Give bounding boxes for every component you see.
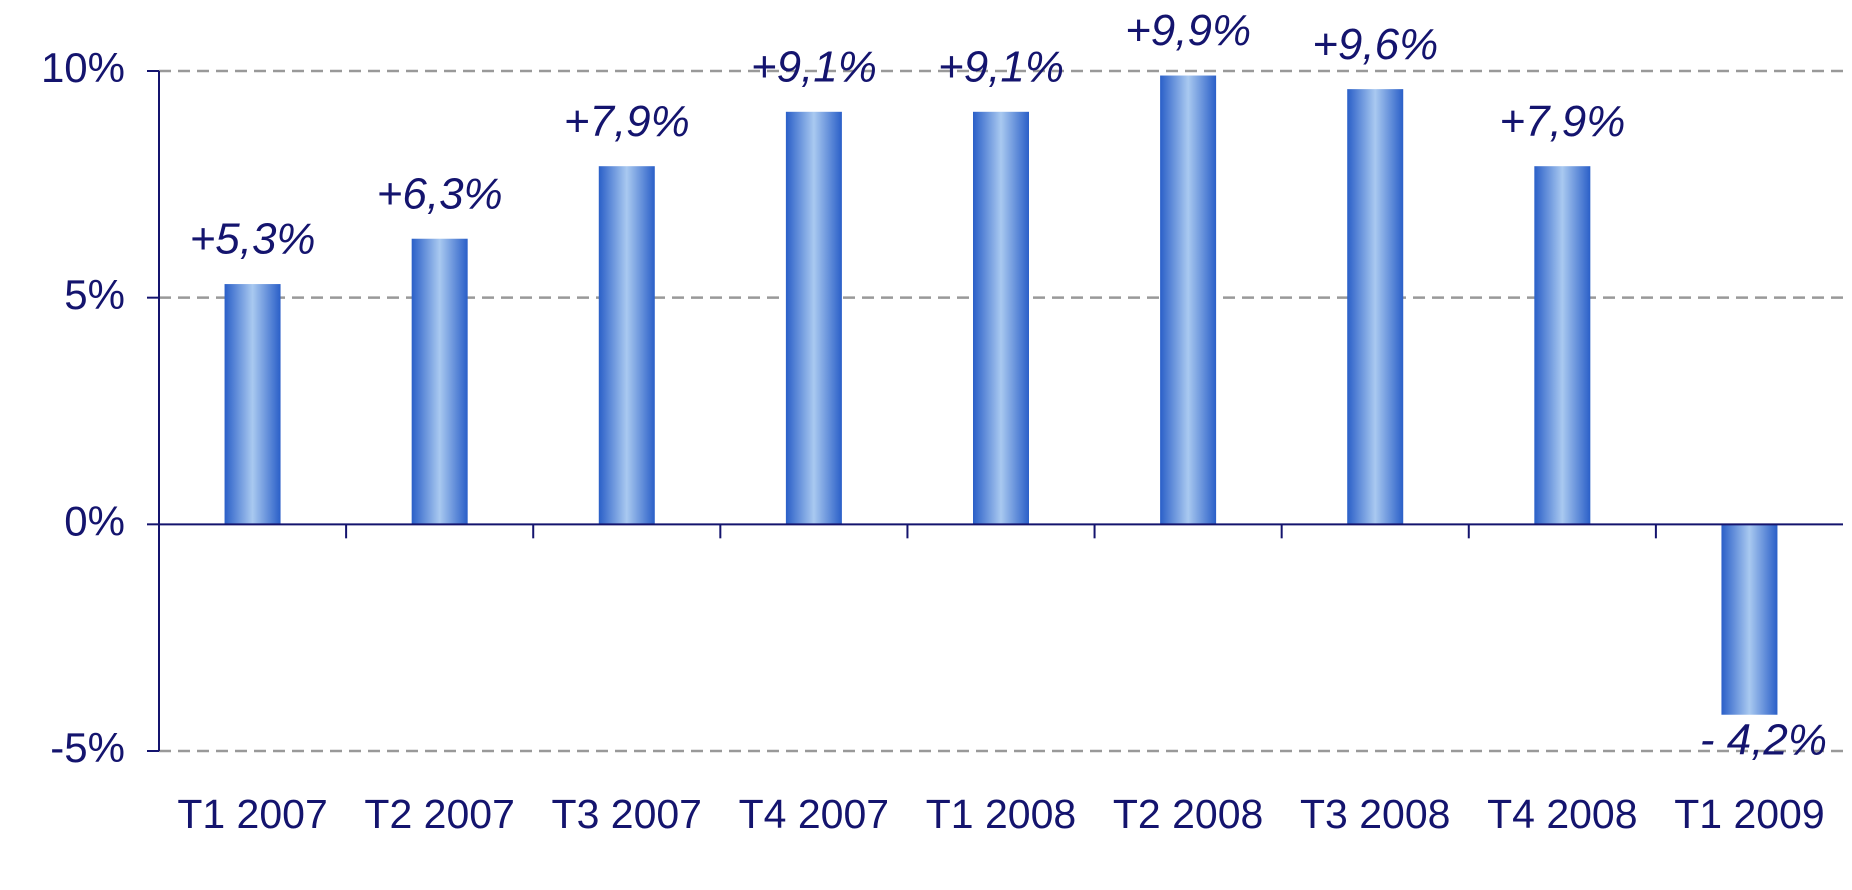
value-label: +9,1% (938, 42, 1064, 91)
bar (598, 166, 655, 525)
value-label: +7,9% (1499, 97, 1625, 146)
x-tick-label: T4 2007 (738, 791, 890, 837)
value-label: +9,1% (751, 42, 877, 91)
value-label: +9,6% (1312, 20, 1438, 69)
value-label: +7,9% (564, 97, 690, 146)
bar (1160, 75, 1217, 525)
x-tick-label: T1 2008 (925, 791, 1077, 837)
x-tick-label: T3 2007 (551, 791, 702, 837)
value-label: - 4,2% (1700, 715, 1827, 764)
value-label: +5,3% (190, 215, 316, 264)
bar (1347, 89, 1404, 525)
bar (1721, 524, 1778, 715)
x-tick-label: T2 2007 (364, 791, 515, 837)
value-label: +9,9% (1125, 6, 1251, 55)
x-tick-label: T1 2009 (1674, 791, 1825, 837)
value-label: +6,3% (377, 169, 503, 218)
y-tick-label: 0% (64, 497, 125, 544)
x-tick-label: T4 2008 (1487, 791, 1638, 837)
bar (411, 238, 468, 525)
bar (785, 111, 842, 525)
bar (973, 111, 1029, 525)
y-tick-label: 5% (64, 271, 125, 318)
y-tick-label: 10% (41, 44, 125, 91)
x-tick-label: T1 2007 (177, 791, 328, 837)
y-tick-label: -5% (50, 724, 125, 771)
bar (1534, 166, 1591, 525)
x-tick-label: T3 2008 (1299, 791, 1451, 837)
x-tick-label: T2 2008 (1112, 791, 1264, 837)
bar (224, 284, 281, 525)
